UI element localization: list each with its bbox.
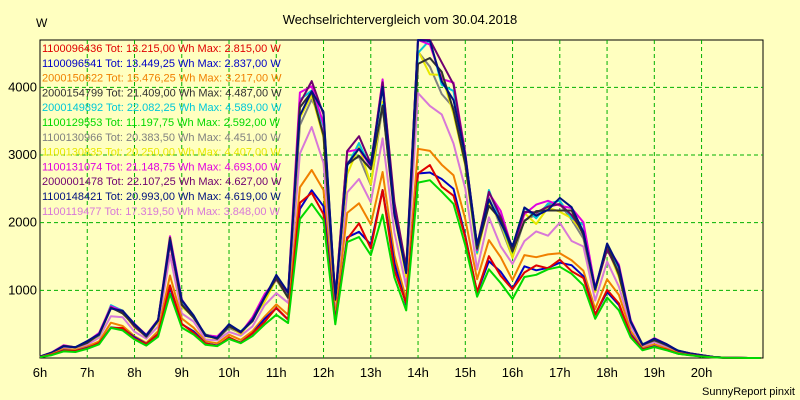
x-tick-label: 8h	[127, 365, 141, 380]
x-tick-label: 14h	[407, 365, 429, 380]
y-axis-label: W	[36, 16, 48, 30]
legend-entry-2000001478: 2000001478 Tot: 22.107,25 Wh Max: 4.627,…	[42, 176, 282, 188]
x-tick-label: 13h	[360, 365, 382, 380]
x-tick-label: 9h	[175, 365, 189, 380]
legend-entry-1100096436: 1100096436 Tot: 13.215,00 Wh Max: 2.815,…	[42, 43, 281, 55]
x-axis-ticks: 6h 7h 8h 9h 10h 11h 12h 13h 14h 15h 16h 17h 18h 19h 20…	[33, 365, 713, 380]
legend-entry-1100119477: 1100119477 Tot: 17.319,50 Wh Max: 3.848,…	[42, 206, 281, 218]
grid-lines	[40, 40, 763, 358]
x-tick-label: 15h	[454, 365, 476, 380]
y-tick-label: 2000	[8, 215, 37, 230]
legend-entry-2000149892: 2000149892 Tot: 22.082,25 Wh Max: 4.589,…	[42, 102, 282, 114]
legend-entry-1100130966: 1100130966 Tot: 20.383,50 Wh Max: 4.451,…	[42, 132, 281, 144]
legend-entry-1100131074: 1100131074 Tot: 21.148,75 Wh Max: 4.693,…	[42, 161, 281, 173]
series-lines	[39, 39, 761, 359]
legend-entry-1100096541: 1100096541 Tot: 13.449,25 Wh Max: 2.837,…	[42, 58, 281, 70]
legend-entry-2000150622: 2000150622 Tot: 15.476,25 Wh Max: 3.217,…	[42, 73, 282, 85]
x-tick-label: 11h	[266, 365, 287, 380]
y-tick-label: 3000	[8, 147, 37, 162]
plot-area-border	[39, 39, 764, 359]
x-tick-label: 6h	[33, 365, 47, 380]
x-tick-label: 10h	[218, 365, 240, 380]
series-line-1100148421	[39, 39, 761, 359]
series-line-1100129553	[39, 179, 761, 359]
x-tick-label: 16h	[502, 365, 524, 380]
legend: 1100096436 Tot: 13.215,00 Wh Max: 2.815,…	[42, 43, 282, 218]
x-tick-label: 12h	[313, 365, 335, 380]
x-tick-label: 18h	[596, 365, 618, 380]
legend-entry-1100130835: 1100130835 Tot: 20.250,00 Wh Max: 4.407,…	[42, 147, 281, 159]
legend-entry-1100148421: 1100148421 Tot: 20.993,00 Wh Max: 4.619,…	[42, 191, 281, 203]
x-tick-label: 19h	[643, 365, 665, 380]
credit-text: SunnyReport pinxit	[702, 386, 795, 398]
x-tick-label: 17h	[549, 365, 571, 380]
legend-entry-2000154799: 2000154799 Tot: 21.409,00 Wh Max: 4.487,…	[42, 87, 282, 99]
legend-entry-1100129553: 1100129553 Tot: 11.197,75 Wh Max: 2.592,…	[42, 117, 281, 129]
y-tick-label: 1000	[8, 282, 37, 297]
y-axis-ticks: 1000 2000 3000 4000	[8, 79, 37, 297]
x-tick-label: 7h	[80, 365, 94, 380]
chart-title: Wechselrichtervergleich vom 30.04.2018	[283, 12, 518, 27]
x-tick-label: 20h	[691, 365, 713, 380]
y-tick-label: 4000	[8, 79, 37, 94]
